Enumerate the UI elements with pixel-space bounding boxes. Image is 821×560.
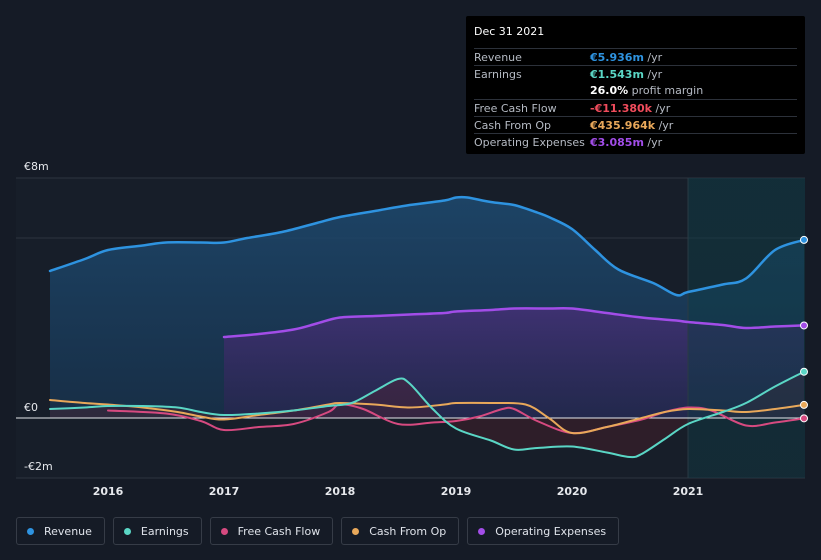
- tooltip-row: Revenue €5.936m /yr: [474, 48, 797, 65]
- legend-dot-icon: [478, 527, 486, 535]
- x-tick-label-2016: 2016: [92, 485, 124, 498]
- series-line-earnings: [49, 370, 805, 459]
- legend-label: Operating Expenses: [495, 524, 607, 538]
- series-end-point-free-cash-flow: [800, 414, 808, 423]
- tooltip-row: 26.0% profit margin: [474, 82, 797, 99]
- y-tick-label-zero: €0: [24, 401, 38, 414]
- series-end-point-cash-from-op: [800, 400, 808, 409]
- x-tick-label-2019: 2019: [440, 485, 472, 498]
- x-tick-label-2020: 2020: [556, 485, 588, 498]
- legend-dot-icon: [27, 527, 34, 535]
- x-tick-label-2018: 2018: [324, 485, 356, 498]
- legend-dot-icon: [352, 527, 360, 535]
- tooltip-date: Dec 31 2021: [474, 25, 545, 38]
- tooltip-row-label: Revenue: [474, 51, 522, 64]
- y-tick-label-top: €8m: [24, 160, 49, 173]
- legend-item-cash-from-op[interactable]: Cash From Op: [341, 517, 460, 545]
- tooltip-row-value: €1.543m /yr: [590, 68, 663, 81]
- y-tick-label-bottom: -€2m: [24, 460, 53, 473]
- legend-dot-icon: [123, 527, 131, 535]
- operating-expenses-area: [224, 308, 804, 418]
- tooltip-row: Earnings €1.543m /yr: [474, 65, 797, 82]
- series-end-point-operating-expenses: [800, 321, 808, 330]
- legend-label: Cash From Op: [369, 524, 447, 538]
- tooltip-row: Free Cash Flow -€11.380k /yr: [474, 99, 797, 116]
- series-end-point-revenue: [800, 235, 808, 244]
- series-line-cash-from-op: [49, 399, 805, 435]
- tooltip-row-value: €5.936m /yr: [590, 51, 663, 64]
- x-tick-label-2021: 2021: [672, 485, 704, 498]
- tooltip-panel: Dec 31 2021 Revenue €5.936m /yr Earnings €1…: [466, 16, 805, 154]
- legend-item-earnings[interactable]: Earnings: [112, 517, 202, 545]
- tooltip-row: Cash From Op €435.964k /yr: [474, 116, 797, 133]
- x-tick-label-2017: 2017: [208, 485, 240, 498]
- tooltip-row-label: Cash From Op: [474, 119, 552, 132]
- legend-label: Earnings: [140, 524, 189, 538]
- tooltip-row-label: Operating Expenses: [474, 136, 585, 149]
- legend-label: Free Cash Flow: [237, 524, 321, 538]
- tooltip-row-value: €3.085m /yr: [590, 136, 663, 149]
- tooltip-row-label: Earnings: [474, 68, 522, 81]
- tooltip-row-label: Free Cash Flow: [474, 102, 557, 115]
- tooltip-row: Operating Expenses €3.085m /yr: [474, 133, 797, 150]
- earnings-area: [50, 371, 804, 458]
- legend-label: Revenue: [44, 524, 92, 538]
- legend: Revenue Earnings Free Cash Flow Cash From O…: [16, 517, 620, 547]
- legend-dot-icon: [220, 527, 228, 535]
- series-end-point-earnings: [800, 367, 808, 376]
- legend-item-revenue[interactable]: Revenue: [16, 517, 105, 545]
- series-line-free-cash-flow: [107, 403, 805, 435]
- series-line-operating-expenses: [222, 306, 806, 339]
- series-line-revenue: [48, 195, 806, 297]
- tooltip-row-value: €435.964k /yr: [590, 119, 674, 132]
- tooltip-row-value: -€11.380k /yr: [590, 102, 671, 115]
- legend-item-free-cash-flow[interactable]: Free Cash Flow: [209, 517, 334, 545]
- tooltip-row-value: 26.0% profit margin: [590, 84, 704, 97]
- legend-item-operating-expenses[interactable]: Operating Expenses: [467, 517, 620, 545]
